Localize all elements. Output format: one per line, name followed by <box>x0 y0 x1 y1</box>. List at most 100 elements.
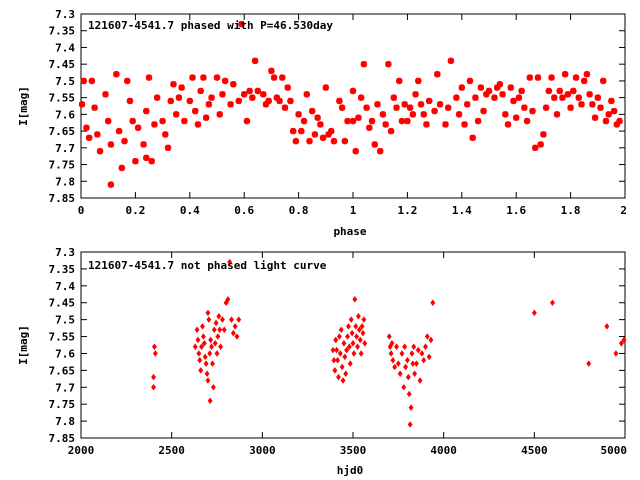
phased-data-point <box>515 94 523 101</box>
unphased-data-point <box>347 360 353 367</box>
unphased-data-point <box>210 360 215 367</box>
phased-data-point <box>518 87 525 95</box>
unphased-data-point <box>412 370 418 378</box>
unphased-data-point <box>406 390 412 398</box>
unphased-data-point <box>336 333 342 340</box>
phased-data-point <box>306 137 313 145</box>
unphased-chart: 7.3 7.35 7.4 7.45 7.5 7.55 7.6 7.65 7.7 7.75 7.8 7.… <box>17 246 627 477</box>
phased-data-point <box>409 111 417 118</box>
phased-x-tick-label: 0.2 <box>125 204 145 217</box>
phased-data-point <box>249 94 256 101</box>
phased-x-tick-label: 0.6 <box>234 204 254 217</box>
phased-x-tick-label: 1.6 <box>506 204 526 217</box>
unphased-data-point <box>414 360 419 367</box>
phased-data-point <box>420 111 427 118</box>
phased-data-point <box>556 87 563 95</box>
phased-data-point <box>246 87 253 95</box>
phased-data-point <box>474 117 482 125</box>
phased-data-point <box>589 101 596 108</box>
phased-data-point <box>235 97 242 105</box>
unphased-data-point <box>358 350 364 357</box>
unphased-data-point <box>219 316 225 323</box>
phased-data-point <box>295 111 302 118</box>
unphased-data-point <box>430 299 436 306</box>
phased-data-point <box>600 77 607 85</box>
phased-data-point <box>483 91 490 98</box>
phased-data-point <box>192 107 199 115</box>
unphased-y-tick-label: 7.4 <box>55 280 75 293</box>
unphased-data-point <box>227 258 233 266</box>
phased-data-point <box>265 97 272 105</box>
phased-data-point <box>170 81 177 88</box>
phased-data-point <box>366 124 373 131</box>
phased-data-point <box>175 94 183 101</box>
unphased-data-point <box>151 373 156 381</box>
phased-data-point <box>570 87 577 95</box>
unphased-x-tick-label: 4000 <box>430 444 457 457</box>
unphased-data-point <box>410 360 416 367</box>
phased-data-point <box>455 111 463 118</box>
phased-data-point <box>78 101 86 108</box>
phased-data-point <box>105 117 112 125</box>
phased-y-tick-label: 7.85 <box>49 192 76 205</box>
phased-data-point <box>507 84 514 91</box>
phased-data-point <box>567 104 574 111</box>
unphased-data-point <box>212 340 218 347</box>
phased-points <box>78 20 623 188</box>
phased-data-point <box>387 127 395 135</box>
phased-data-point <box>363 104 370 111</box>
phased-data-point <box>181 117 188 125</box>
phased-data-point <box>107 141 115 148</box>
phased-data-point <box>91 104 98 111</box>
phased-data-point <box>300 117 308 125</box>
phased-y-tick-label: 7.75 <box>49 159 76 172</box>
phased-data-point <box>526 74 533 81</box>
unphased-data-point <box>408 404 414 411</box>
unphased-y-ticks: 7.3 7.35 7.4 7.45 7.5 7.55 7.6 7.65 7.7 7.75 7.8 7.… <box>49 246 625 445</box>
unphased-data-point <box>359 323 365 330</box>
phased-data-point <box>208 94 215 101</box>
unphased-points <box>151 258 627 428</box>
unphased-x-tick-label: 5000 <box>601 444 628 457</box>
unphased-data-point <box>355 312 361 320</box>
unphased-data-point <box>354 333 360 340</box>
unphased-data-point <box>348 316 354 323</box>
unphased-data-point <box>192 343 198 350</box>
unphased-data-point <box>345 333 351 340</box>
phased-data-point <box>88 77 96 85</box>
phased-data-point <box>572 74 580 81</box>
unphased-data-point <box>350 340 356 347</box>
unphased-data-point <box>203 360 209 367</box>
phased-data-point <box>461 121 468 128</box>
unphased-y-tick-label: 7.7 <box>55 381 75 394</box>
phased-x-axis-label: phase <box>333 225 366 238</box>
unphased-data-point <box>356 326 362 334</box>
phased-data-point <box>200 74 207 81</box>
phased-data-point <box>118 164 125 172</box>
unphased-data-point <box>362 340 368 347</box>
phased-data-point <box>415 77 422 85</box>
phased-data-point <box>564 91 572 98</box>
phased-data-point <box>390 94 397 101</box>
unphased-data-point <box>419 350 425 357</box>
phased-data-point <box>491 94 498 101</box>
unphased-data-point <box>234 333 240 340</box>
phased-data-point <box>581 77 588 85</box>
phased-data-point <box>132 158 139 165</box>
phased-y-tick-label: 7.4 <box>55 41 75 54</box>
phased-data-point <box>551 94 558 101</box>
phased-data-point <box>94 131 101 138</box>
phased-data-point <box>610 107 618 115</box>
unphased-data-point <box>426 353 432 361</box>
unphased-data-point <box>230 329 236 337</box>
phased-data-point <box>338 104 346 111</box>
unphased-y-tick-label: 7.45 <box>49 297 76 310</box>
phased-data-point <box>189 74 196 81</box>
phased-data-point <box>513 114 520 121</box>
unphased-data-point <box>205 309 211 317</box>
phased-data-point <box>523 117 531 125</box>
phased-data-point <box>404 117 411 125</box>
phased-data-point <box>608 97 615 105</box>
phased-data-point <box>496 81 504 88</box>
phased-data-point <box>145 74 153 81</box>
